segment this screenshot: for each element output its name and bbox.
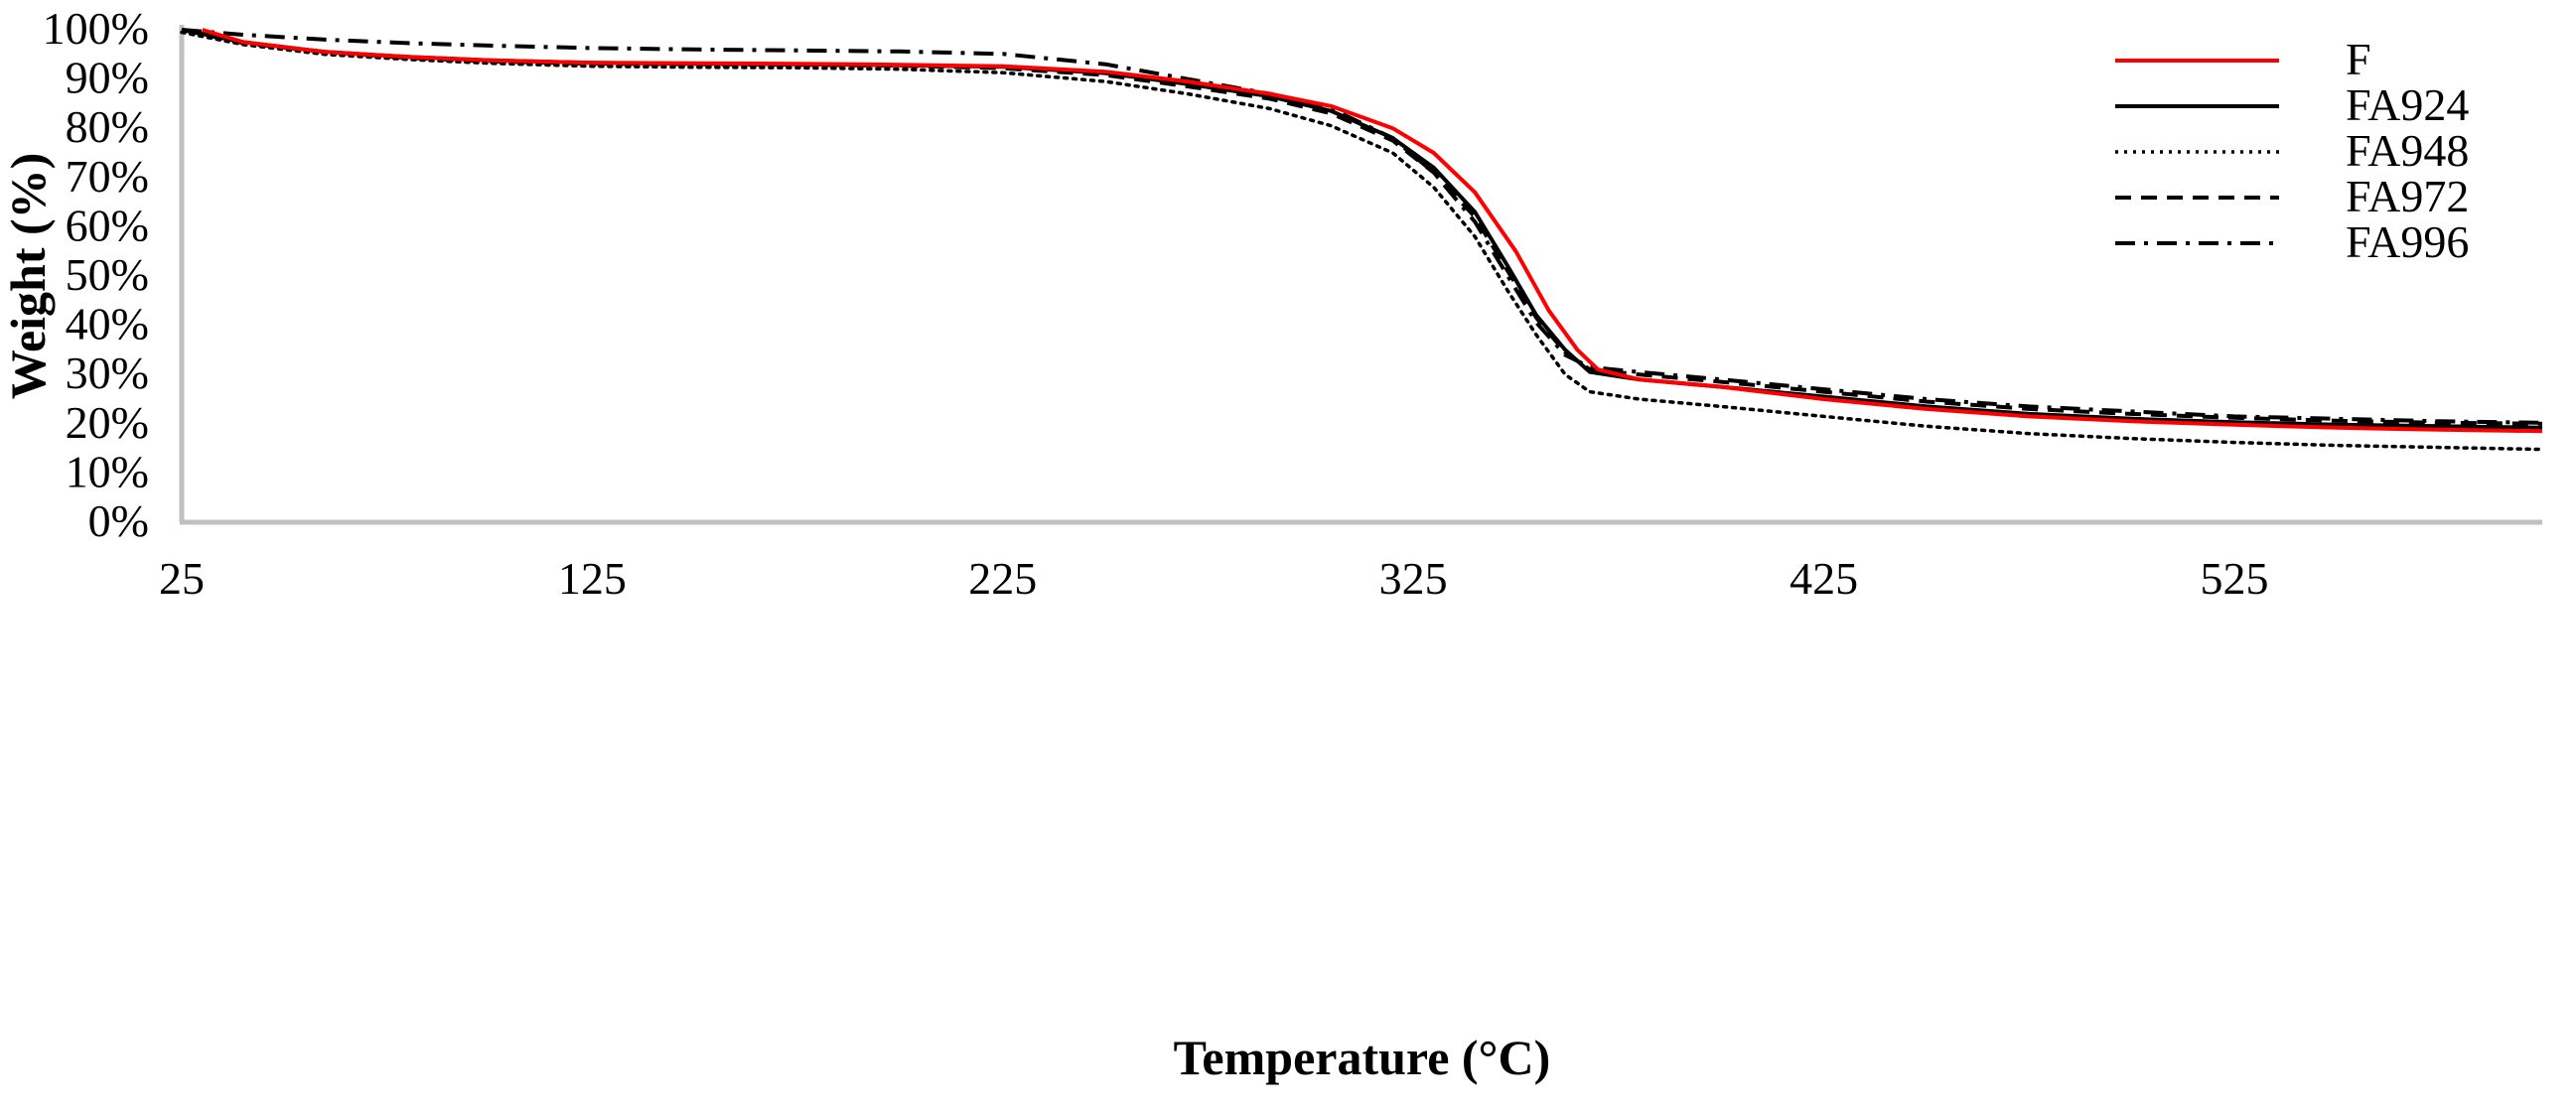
x-tick-label: 525 bbox=[2200, 553, 2268, 604]
y-tick-label: 100% bbox=[43, 3, 149, 54]
x-tick-label: 25 bbox=[159, 553, 205, 604]
legend-label-fa996: FA996 bbox=[2346, 216, 2469, 267]
x-axis-ticks: 25 125 225 325 425 525 bbox=[159, 553, 2268, 604]
x-tick-label: 325 bbox=[1379, 553, 1448, 604]
series-line-fa948 bbox=[180, 30, 2544, 452]
y-tick-label: 30% bbox=[66, 348, 149, 398]
series-line-fa924 bbox=[181, 28, 2543, 430]
y-tick-label: 20% bbox=[66, 397, 149, 448]
y-axis-title: Weight (%) bbox=[0, 153, 56, 400]
legend-label-f: F bbox=[2346, 34, 2371, 84]
legend-label-fa972: FA972 bbox=[2346, 171, 2469, 221]
legend-label-fa948: FA948 bbox=[2346, 125, 2469, 176]
y-tick-label: 10% bbox=[66, 446, 149, 496]
series-line-f bbox=[202, 28, 2543, 434]
series-line-fa972 bbox=[181, 28, 2543, 426]
x-tick-label: 225 bbox=[968, 553, 1037, 604]
series-line-fa996 bbox=[181, 28, 2543, 425]
y-tick-label: 0% bbox=[88, 495, 149, 546]
legend-label-fa924: FA924 bbox=[2346, 79, 2469, 130]
y-tick-label: 70% bbox=[66, 151, 149, 202]
x-axis-title: Temperature (°C) bbox=[1174, 1030, 1551, 1085]
y-tick-label: 50% bbox=[66, 249, 149, 300]
x-tick-label: 125 bbox=[558, 553, 627, 604]
y-tick-label: 90% bbox=[66, 53, 149, 103]
x-tick-label: 425 bbox=[1789, 553, 1858, 604]
y-axis-ticks: 0%10%20%30%40%50%60%70%80%90%100% bbox=[43, 3, 149, 546]
y-tick-label: 60% bbox=[66, 200, 149, 250]
y-tick-label: 40% bbox=[66, 299, 149, 349]
series-lines bbox=[180, 28, 2544, 452]
y-tick-label: 80% bbox=[66, 101, 149, 152]
